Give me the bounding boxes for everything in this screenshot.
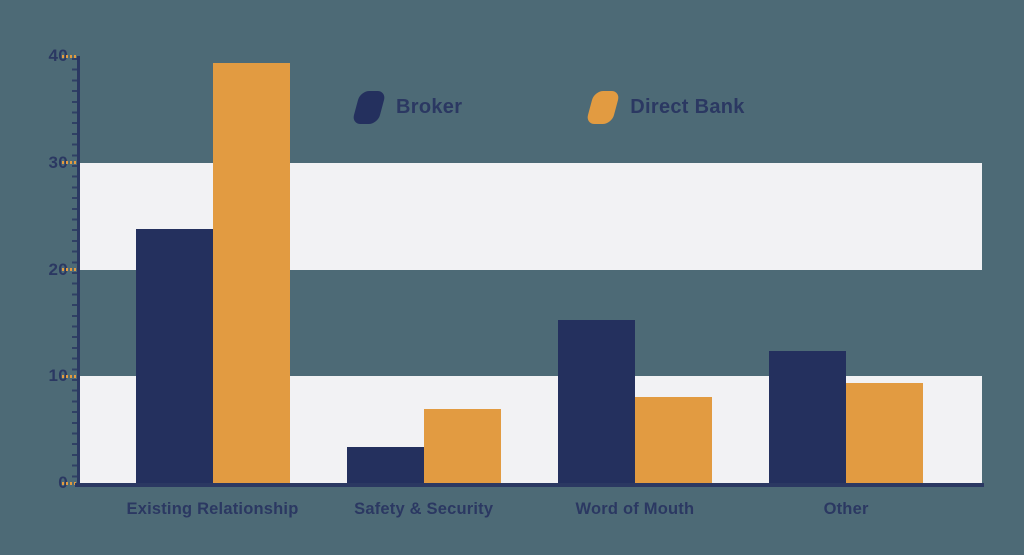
bar-direct-bank-word-of-mouth: [634, 396, 712, 483]
y-tick-label: 30: [48, 152, 68, 172]
y-tick-dash: [62, 481, 77, 485]
bar-broker-safety-security: [346, 446, 424, 483]
y-tick-label: 20: [48, 259, 68, 279]
y-tick-label: 10: [48, 366, 68, 386]
bar-broker-word-of-mouth: [557, 319, 635, 483]
legend: Broker Direct Bank: [350, 91, 745, 124]
bar-direct-bank-existing-relationship: [212, 63, 290, 483]
y-tick-dash: [62, 161, 77, 165]
legend-label-broker: Broker: [396, 96, 463, 118]
category-label-existing-relationship: Existing Relationship: [126, 500, 299, 518]
y-tick-label: 40: [48, 46, 68, 65]
legend-label-direct-bank: Direct Bank: [630, 96, 745, 118]
direct-bank-swatch-icon: [585, 91, 621, 124]
bar-direct-bank-other: [846, 382, 924, 483]
bar-broker-other: [769, 350, 847, 483]
x-axis-line: [75, 483, 984, 487]
category-label-other: Other: [823, 500, 869, 518]
bar-broker-existing-relationship: [135, 228, 213, 483]
y-tick-dash: [62, 54, 77, 58]
category-label-word-of-mouth: Word of Mouth: [575, 500, 695, 518]
y-tick-dash: [62, 374, 77, 378]
y-axis-line: [77, 56, 80, 485]
category-label-safety-security: Safety & Security: [354, 500, 494, 518]
y-tick-label: 0: [18, 473, 68, 493]
legend-item-direct-bank: Direct Bank: [584, 91, 744, 124]
broker-swatch-icon: [351, 91, 387, 124]
bar-direct-bank-safety-security: [423, 409, 501, 483]
y-tick-dash: [62, 268, 77, 271]
y-axis-minor-ticks: [72, 58, 77, 482]
legend-item-broker: Broker: [350, 91, 462, 124]
